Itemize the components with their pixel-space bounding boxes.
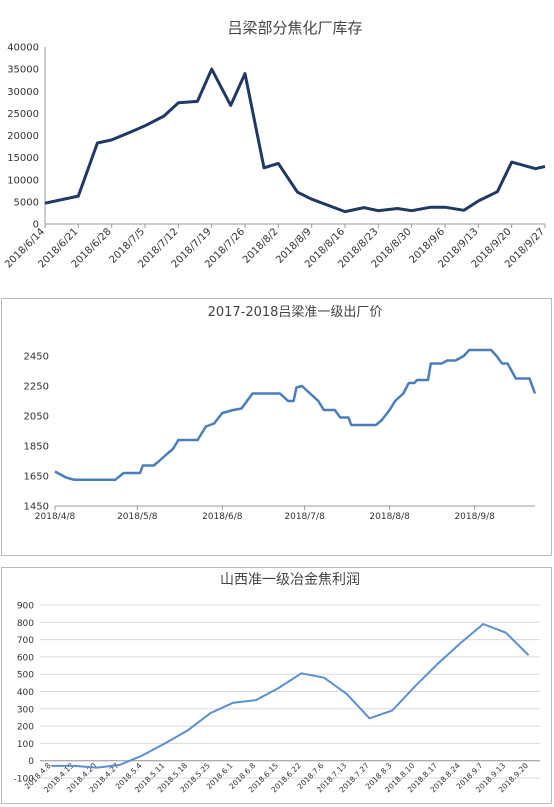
- y-tick-label: 15000: [7, 153, 39, 164]
- chart-title: 2017-2018吕梁准一级出厂价: [208, 305, 383, 320]
- data-line: [51, 623, 530, 769]
- y-tick-label: 100: [17, 740, 34, 750]
- chart-frame: [1, 298, 552, 556]
- y-tick-label: 40000: [7, 43, 39, 54]
- y-tick-label: -100: [14, 775, 35, 785]
- y-tick-label: 0: [28, 757, 34, 767]
- y-tick-label: 2250: [24, 382, 49, 393]
- chart-title: 吕梁部分焦化厂库存: [227, 19, 362, 37]
- y-tick-label: 2450: [24, 352, 49, 363]
- data-line: [54, 348, 537, 482]
- chart-frame: [1, 567, 552, 804]
- x-tick-label: 2018/7/8: [284, 512, 325, 522]
- y-tick-label: 900: [17, 602, 34, 612]
- y-tick-label: 400: [17, 688, 34, 698]
- y-tick-label: 5000: [14, 197, 39, 208]
- y-tick-label: 0: [33, 220, 39, 231]
- y-tick-label: 10000: [7, 175, 39, 186]
- y-tick-label: 800: [17, 619, 34, 629]
- y-tick-label: 300: [17, 705, 34, 715]
- x-tick-label: 2018/9/8: [454, 512, 495, 522]
- y-tick-label: 20000: [7, 131, 39, 142]
- chart-title: 山西准一级冶金焦利润: [220, 572, 360, 588]
- y-tick-label: 30000: [7, 87, 39, 98]
- y-tick-label: 1650: [24, 472, 49, 483]
- y-tick-label: 500: [17, 671, 34, 681]
- y-tick-label: 2050: [24, 412, 49, 423]
- y-tick-label: 700: [17, 636, 34, 646]
- y-tick-label: 200: [17, 723, 34, 733]
- y-tick-label: 1850: [24, 442, 49, 453]
- y-tick-label: 25000: [7, 109, 39, 120]
- x-tick-label: 2018/4/8: [35, 512, 76, 522]
- x-tick-label: 2018/8/8: [369, 512, 410, 522]
- data-line: [44, 67, 546, 214]
- x-tick-label: 2018/8/2: [241, 226, 281, 266]
- x-tick-label: 2018/6/8: [202, 512, 243, 522]
- y-tick-label: 600: [17, 653, 34, 663]
- y-tick-label: 1450: [24, 502, 49, 513]
- y-tick-label: 35000: [7, 65, 39, 76]
- x-tick-label: 2018/5/8: [117, 512, 158, 522]
